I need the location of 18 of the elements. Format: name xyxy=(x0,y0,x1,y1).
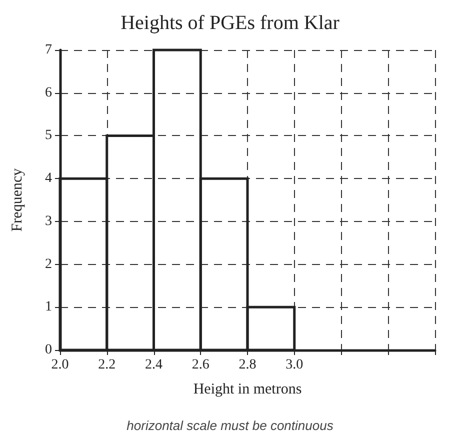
x-tick-label: 2.0 xyxy=(51,358,69,372)
x-tick-label: 3.0 xyxy=(286,358,304,372)
x-tick-label: 2.8 xyxy=(238,358,256,372)
y-tick-label: 0 xyxy=(45,342,52,358)
chart-title: Heights of PGEs from Klar xyxy=(120,12,340,34)
y-tick-label: 4 xyxy=(45,171,52,186)
x-tick-label: 2.6 xyxy=(192,358,210,372)
y-tick-label: 6 xyxy=(45,85,52,100)
x-tick-label: 2.2 xyxy=(98,358,116,372)
y-tick-label: 3 xyxy=(45,214,52,229)
x-axis-title: Height in metrons xyxy=(193,382,302,398)
y-tick-label: 7 xyxy=(45,42,52,58)
x-tick-label: 2.4 xyxy=(145,358,162,372)
y-tick-label: 5 xyxy=(45,128,52,144)
text: horizontal scale must be continuous xyxy=(126,418,334,433)
y-axis-title: Frequency xyxy=(10,168,26,232)
y-tick-label: 1 xyxy=(45,300,52,315)
y-tick-label: 2 xyxy=(45,256,52,272)
